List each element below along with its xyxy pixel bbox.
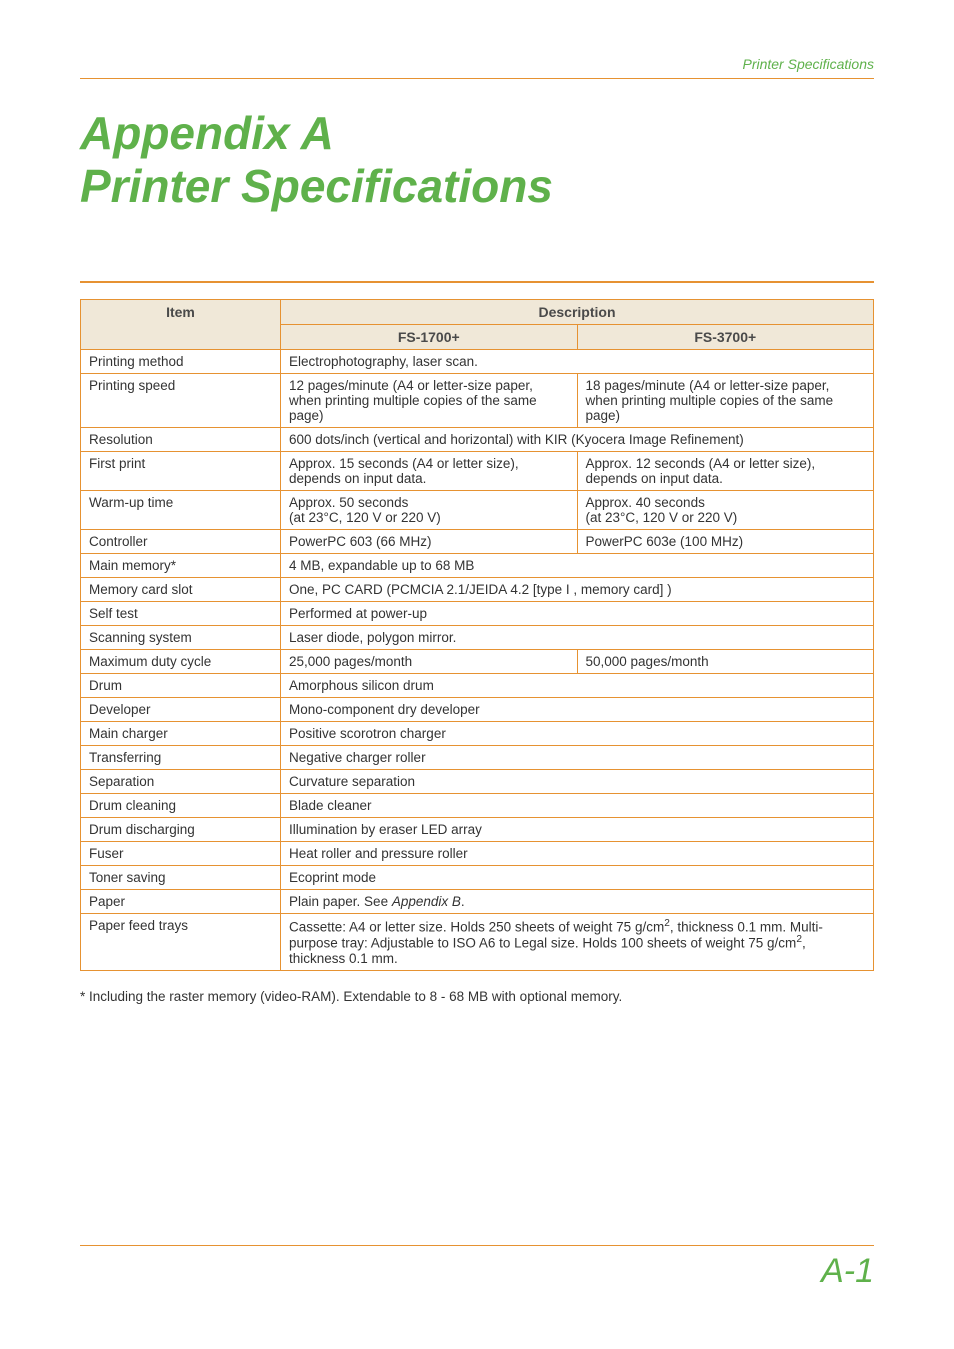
row-value: Negative charger roller: [281, 745, 874, 769]
header-label: Printer Specifications: [80, 56, 874, 72]
row-value-m1: 12 pages/minute (A4 or letter-size paper…: [281, 373, 578, 427]
row-value: 600 dots/inch (vertical and horizontal) …: [281, 427, 874, 451]
row-label: Paper feed trays: [81, 913, 281, 970]
row-value: Mono-component dry developer: [281, 697, 874, 721]
row-label: Memory card slot: [81, 577, 281, 601]
row-value-m2: Approx. 40 seconds (at 23°C, 120 V or 22…: [577, 490, 874, 529]
row-value-m2: PowerPC 603e (100 MHz): [577, 529, 874, 553]
page-title: Appendix A Printer Specifications: [80, 107, 874, 213]
row-value-m2: 18 pages/minute (A4 or letter-size paper…: [577, 373, 874, 427]
col-model-1: FS-1700+: [281, 324, 578, 349]
row-value-m1: 25,000 pages/month: [281, 649, 578, 673]
title-line-2: Printer Specifications: [80, 160, 874, 213]
row-label: Paper: [81, 889, 281, 913]
row-value: Plain paper. See Appendix B.: [281, 889, 874, 913]
row-label: Maximum duty cycle: [81, 649, 281, 673]
row-label: Toner saving: [81, 865, 281, 889]
table-row: Drum dischargingIllumination by eraser L…: [81, 817, 874, 841]
row-value: One, PC CARD (PCMCIA 2.1/JEIDA 4.2 [type…: [281, 577, 874, 601]
title-line-1: Appendix A: [80, 107, 874, 160]
row-label: Printing speed: [81, 373, 281, 427]
title-rule: [80, 281, 874, 283]
table-row: Memory card slotOne, PC CARD (PCMCIA 2.1…: [81, 577, 874, 601]
row-value-m1: Approx. 50 seconds (at 23°C, 120 V or 22…: [281, 490, 578, 529]
table-row: ControllerPowerPC 603 (66 MHz)PowerPC 60…: [81, 529, 874, 553]
table-row: Main chargerPositive scorotron charger: [81, 721, 874, 745]
table-row: PaperPlain paper. See Appendix B.: [81, 889, 874, 913]
table-row: Self testPerformed at power-up: [81, 601, 874, 625]
table-row: Main memory*4 MB, expandable up to 68 MB: [81, 553, 874, 577]
footnote: * Including the raster memory (video-RAM…: [80, 989, 874, 1004]
row-value: Heat roller and pressure roller: [281, 841, 874, 865]
col-model-2: FS-3700+: [577, 324, 874, 349]
col-item: Item: [81, 299, 281, 349]
row-label: Fuser: [81, 841, 281, 865]
row-value: Cassette: A4 or letter size. Holds 250 s…: [281, 913, 874, 970]
row-label: Drum cleaning: [81, 793, 281, 817]
table-row: FuserHeat roller and pressure roller: [81, 841, 874, 865]
table-row: TransferringNegative charger roller: [81, 745, 874, 769]
row-label: Printing method: [81, 349, 281, 373]
footer-rule: [80, 1245, 874, 1246]
spec-table: Item Description FS-1700+ FS-3700+ Print…: [80, 299, 874, 971]
row-label: Drum discharging: [81, 817, 281, 841]
page-footer: A-1: [80, 1245, 874, 1291]
row-label: Controller: [81, 529, 281, 553]
row-value: Ecoprint mode: [281, 865, 874, 889]
row-value-m2: Approx. 12 seconds (A4 or letter size), …: [577, 451, 874, 490]
table-row: Maximum duty cycle25,000 pages/month50,0…: [81, 649, 874, 673]
row-label: Developer: [81, 697, 281, 721]
spec-table-body: Printing methodElectrophotography, laser…: [81, 349, 874, 970]
table-row: Printing speed12 pages/minute (A4 or let…: [81, 373, 874, 427]
row-label: Transferring: [81, 745, 281, 769]
row-label: Self test: [81, 601, 281, 625]
row-label: Main memory*: [81, 553, 281, 577]
row-label: Scanning system: [81, 625, 281, 649]
table-row: DrumAmorphous silicon drum: [81, 673, 874, 697]
page-number: A-1: [80, 1252, 874, 1291]
row-value: Curvature separation: [281, 769, 874, 793]
row-value: Amorphous silicon drum: [281, 673, 874, 697]
header-rule: [80, 78, 874, 79]
row-label: First print: [81, 451, 281, 490]
row-value: Blade cleaner: [281, 793, 874, 817]
row-value-m1: Approx. 15 seconds (A4 or letter size), …: [281, 451, 578, 490]
row-value-m2: 50,000 pages/month: [577, 649, 874, 673]
row-value: Illumination by eraser LED array: [281, 817, 874, 841]
col-description: Description: [281, 299, 874, 324]
row-label: Resolution: [81, 427, 281, 451]
table-row: First printApprox. 15 seconds (A4 or let…: [81, 451, 874, 490]
table-row: Resolution600 dots/inch (vertical and ho…: [81, 427, 874, 451]
row-label: Warm-up time: [81, 490, 281, 529]
table-row: Warm-up timeApprox. 50 seconds (at 23°C,…: [81, 490, 874, 529]
row-label: Separation: [81, 769, 281, 793]
table-row: Drum cleaningBlade cleaner: [81, 793, 874, 817]
table-row: DeveloperMono-component dry developer: [81, 697, 874, 721]
table-row: Paper feed traysCassette: A4 or letter s…: [81, 913, 874, 970]
row-value: Electrophotography, laser scan.: [281, 349, 874, 373]
row-value: Positive scorotron charger: [281, 721, 874, 745]
row-label: Drum: [81, 673, 281, 697]
row-value: Performed at power-up: [281, 601, 874, 625]
row-value: 4 MB, expandable up to 68 MB: [281, 553, 874, 577]
table-row: Scanning systemLaser diode, polygon mirr…: [81, 625, 874, 649]
table-row: Toner savingEcoprint mode: [81, 865, 874, 889]
row-value: Laser diode, polygon mirror.: [281, 625, 874, 649]
table-row: Printing methodElectrophotography, laser…: [81, 349, 874, 373]
table-row: SeparationCurvature separation: [81, 769, 874, 793]
row-value-m1: PowerPC 603 (66 MHz): [281, 529, 578, 553]
row-label: Main charger: [81, 721, 281, 745]
